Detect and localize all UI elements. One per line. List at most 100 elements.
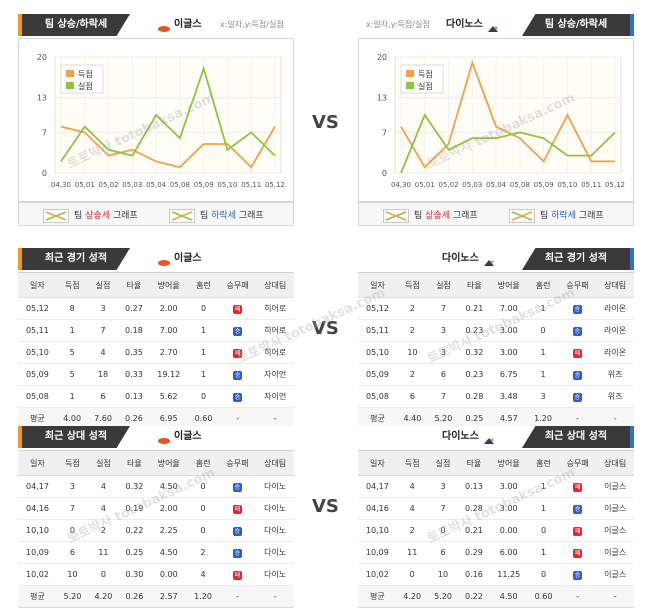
column-header: 방어율 <box>489 450 529 476</box>
x-tick-label: 05,08 <box>170 181 190 189</box>
average-cell: - <box>596 585 634 608</box>
table-cell: 2 <box>87 519 119 542</box>
table-cell: 0.23 <box>458 319 490 342</box>
trend-chart-left: 0 7 13 20 04,30 05,01 05,02 05,03 05,04 05,08 05,0… <box>18 38 294 202</box>
table-cell: 6 <box>427 541 459 564</box>
table-cell: 4 <box>187 563 219 586</box>
table-cell: 1 <box>188 319 219 342</box>
legend-swatch <box>66 82 74 89</box>
table-cell: 라이온 <box>596 297 634 320</box>
result-cell: 패 <box>558 341 597 364</box>
recent-title-right: 최근 경기 성적 <box>522 248 634 270</box>
table-cell: 10,10 <box>18 519 57 542</box>
loss-badge-icon: 패 <box>232 504 242 514</box>
average-cell: 0.25 <box>458 407 490 430</box>
table-cell: 3.00 <box>489 341 528 364</box>
table-cell: 7 <box>427 497 459 520</box>
x-tick-label: 05,03 <box>462 181 482 189</box>
column-header: 타율 <box>458 272 490 298</box>
table-cell: 3.00 <box>489 475 529 498</box>
vs-label-3: VS <box>312 496 339 517</box>
result-cell: 승 <box>218 319 257 342</box>
table-cell: 2 <box>396 319 428 342</box>
trend-chart-svg-left: 0 7 13 20 04,30 05,01 05,02 05,03 05,04 05,08 05,0… <box>37 53 285 189</box>
column-header: 상대팀 <box>596 272 634 298</box>
table-cell: 7 <box>427 297 459 320</box>
column-header: 상대팀 <box>256 272 294 298</box>
table-cell: 0.33 <box>118 363 150 386</box>
column-header: 일자 <box>18 450 57 476</box>
average-cell: 2.57 <box>149 585 188 608</box>
x-tick-label: 05,11 <box>241 181 261 189</box>
table-cell: 8 <box>56 297 88 320</box>
table-cell: 05,11 <box>358 319 397 342</box>
table-cell: 0.18 <box>118 319 150 342</box>
average-cell: 평균 <box>358 585 397 608</box>
x-tick-label: 05,02 <box>99 181 119 189</box>
win-badge-icon: 승 <box>232 548 242 558</box>
table-cell: 10,09 <box>358 541 397 564</box>
table-cell: 7.00 <box>489 297 528 320</box>
table-cell: 0 <box>187 519 219 542</box>
average-cell: 5.20 <box>56 585 88 608</box>
column-header: 방어율 <box>149 272 189 298</box>
table-cell: 10 <box>427 563 459 586</box>
table-cell: 1 <box>528 475 559 498</box>
win-badge-icon: 승 <box>233 326 243 336</box>
average-cell: - <box>558 585 597 608</box>
table-cell: 라이온 <box>596 319 634 342</box>
x-tick-label: 05,10 <box>217 181 237 189</box>
table-row: 05,09 2 6 0.23 6.75 1 승 위즈 <box>358 363 634 386</box>
table-row: 10,02 10 0 0.30 0.00 4 패 다이노 <box>18 563 294 586</box>
table-row: 10,09 6 11 0.25 4.50 2 승 다이노 <box>18 541 294 564</box>
table-cell: 히어로 <box>256 341 294 364</box>
table-cell: 0 <box>188 385 219 408</box>
x-tick-label: 05,08 <box>510 181 530 189</box>
table-row: 05,09 5 18 0.33 19.12 1 승 자이언 <box>18 363 294 386</box>
h2h-panel-left: 최근 상대 성적 이글스 일자 득점 실점 타율 방어율 홈런 승무패 상대팀 04,17 3 4 0… <box>18 426 294 608</box>
table-cell: 4 <box>87 341 119 364</box>
eagles-logo-icon <box>158 254 170 266</box>
result-cell: 승 <box>558 563 597 586</box>
column-header: 상대팀 <box>596 450 634 476</box>
table-cell: 3 <box>427 475 459 498</box>
x-tick-label: 05,01 <box>75 181 95 189</box>
h2h-panel-right: 다이노스 최근 상대 성적 일자 득점 실점 타율 방어율 홈런 승무패 상대팀 04,17 4 3… <box>358 426 634 608</box>
table-cell: 04,17 <box>358 475 397 498</box>
table-cell: 이글스 <box>596 563 634 586</box>
win-badge-icon: 승 <box>233 370 243 380</box>
rise-legend: 팀 상승세 그래프 <box>383 208 478 223</box>
table-cell: 1 <box>56 385 88 408</box>
table-cell: 0 <box>56 519 88 542</box>
x-tick-label: 05,12 <box>265 181 285 189</box>
table-cell: 0 <box>187 475 219 498</box>
result-cell: 패 <box>218 563 257 586</box>
table-cell: 10,02 <box>358 563 397 586</box>
x-tick-label: 05,11 <box>581 181 601 189</box>
table-row: 05,08 1 6 0.13 5.62 0 승 자이언 <box>18 385 294 408</box>
table-cell: 위즈 <box>596 363 634 386</box>
recent-title-left: 최근 경기 성적 <box>18 248 130 270</box>
table-row: 04,16 7 4 0.19 2.00 0 패 다이노 <box>18 497 294 520</box>
table-cell: 7 <box>87 319 119 342</box>
table-cell: 4.50 <box>149 541 188 564</box>
table-cell: 0.30 <box>118 563 150 586</box>
column-header: 홈런 <box>528 450 559 476</box>
table-row: 04,17 3 4 0.32 4.50 0 승 다이노 <box>18 475 294 498</box>
table-cell: 1 <box>188 341 219 364</box>
table-cell: 0 <box>187 497 219 520</box>
table-cell: 1 <box>528 541 559 564</box>
y-tick-label: 20 <box>37 53 47 62</box>
table-cell: 6 <box>56 541 88 564</box>
trend-panel-left: 팀 상승/하락세 이글스 x:일자,y:득점/실점 0 7 13 20 04,30 05,… <box>18 14 294 226</box>
average-cell: 평균 <box>18 407 57 430</box>
table-cell: 10,02 <box>18 563 57 586</box>
table-cell: 05,09 <box>358 363 397 386</box>
recent-panel-left: 최근 경기 성적 이글스 일자 득점 실점 타율 방어율 홈런 승무패 상대팀 05,12 8 3 0… <box>18 248 294 430</box>
x-tick-label: 05,01 <box>415 181 435 189</box>
table-cell: 2.00 <box>149 297 189 320</box>
fall-legend: 팀 하락세 그래프 <box>509 208 604 223</box>
result-cell: 승 <box>558 385 597 408</box>
loss-badge-icon: 패 <box>232 570 242 580</box>
loss-badge-icon: 패 <box>573 526 583 536</box>
